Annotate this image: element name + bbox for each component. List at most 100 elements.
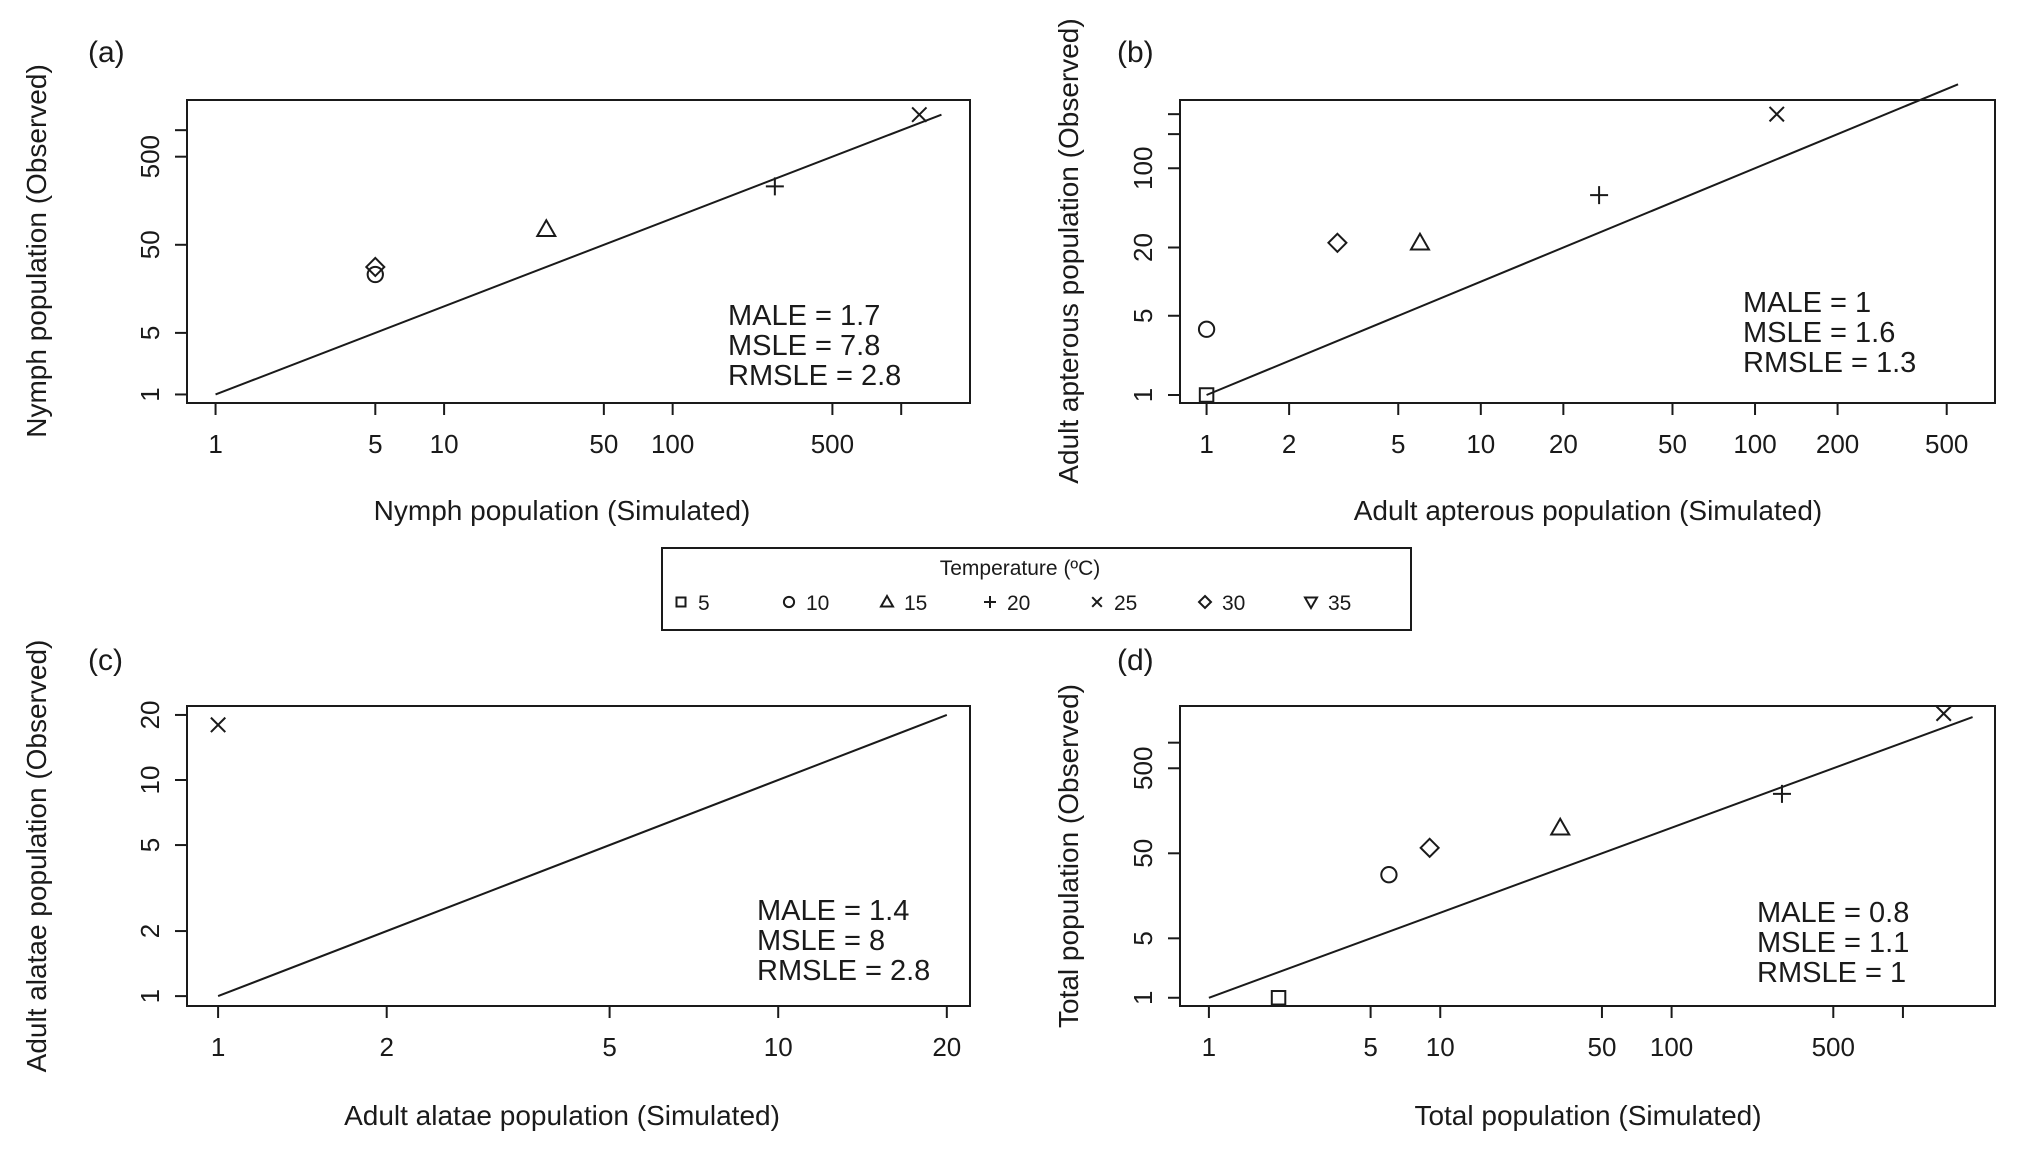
panel-label: (b) [1117,36,1154,69]
x-tick-label: 1 [208,429,222,459]
x-axis-label: Adult alatae population (Simulated) [344,1100,780,1131]
stat-line: MALE = 1 [1743,287,1871,319]
panel-label: (c) [88,644,123,677]
legend-item-30: 30 [1197,592,1245,615]
y-tick-label: 50 [135,230,165,259]
y-tick-label: 5 [135,326,165,340]
y-tick-label: 5 [135,838,165,852]
identity-line [215,113,942,396]
y-axis-label: Nymph population (Observed) [21,64,52,438]
x-axis-label: Total population (Simulated) [1414,1100,1761,1131]
data-point-20c [1590,186,1609,205]
x-tick-label: 50 [589,429,618,459]
identity-line [1206,83,1959,396]
panel-d: (d) 1 5 10 50 100 500 1 5 50 500 Total population (… [1053,644,1996,1131]
legend-item-label: 20 [1007,592,1030,615]
panel-label: (a) [88,36,125,69]
legend-marker-cross [1091,596,1103,608]
x-tick-label: 100 [651,429,694,459]
x-tick-label: 200 [1816,429,1859,459]
x-tick-label: 1 [1202,1032,1216,1062]
stat-line: MALE = 1.4 [757,895,909,927]
x-tick-label: 20 [1549,429,1578,459]
plot-frame [186,99,971,404]
stat-line: MALE = 0.8 [1757,897,1909,929]
stat-line: MSLE = 1.6 [1743,317,1895,349]
legend-item-label: 15 [904,592,927,615]
y-tick-label: 1 [135,387,165,401]
y-tick-label: 100 [1128,147,1158,190]
stat-line: RMSLE = 2.8 [757,955,930,987]
x-tick-label: 2 [1282,429,1296,459]
legend-item-label: 5 [698,592,710,615]
data-point-30c [1419,837,1441,859]
legend-item-label: 30 [1222,592,1245,615]
data-point-25c [1768,106,1785,123]
legend-marker-plus [984,596,996,608]
data-point-30c [1327,232,1348,254]
data-point-25c [210,716,227,733]
data-point-10c [366,265,384,284]
legend-item-5: 5 [675,592,710,615]
plot-frame [1179,705,1996,1007]
identity-line [217,714,948,998]
legend-marker-triangle-down [1303,596,1319,611]
legend-item-10: 10 [782,592,829,615]
data-point-15c [1409,231,1431,251]
data-point-10c [1380,866,1398,884]
y-axis-label: Adult apterous population (Observed) [1053,18,1084,483]
x-tick-label: 50 [1658,429,1687,459]
legend-title: Temperature (ºC) [940,557,1101,580]
stat-line: MALE = 1.7 [728,300,880,332]
x-tick-label: 5 [368,429,382,459]
y-tick-label: 20 [135,700,165,729]
y-tick-label: 500 [135,135,165,178]
legend-box [661,547,1412,631]
x-axis-label: Adult apterous population (Simulated) [1354,495,1823,526]
legend-item-label: 35 [1328,592,1351,615]
plot-frame [1179,99,1996,404]
x-tick-label: 1 [1199,429,1213,459]
x-tick-label: 10 [1426,1032,1455,1062]
x-tick-label: 1 [211,1032,225,1062]
y-tick-label: 5 [1128,931,1158,945]
x-tick-label: 500 [1812,1032,1855,1062]
y-tick-label: 1 [1128,991,1158,1005]
panel-b: (b) 1 2 5 10 20 50 100 200 500 1 5 20 100 Adult aptero… [1053,18,1996,526]
y-tick-label: 5 [1128,309,1158,323]
x-tick-label: 50 [1587,1032,1616,1062]
stat-line: MSLE = 7.8 [728,330,880,362]
y-tick-label: 20 [1128,233,1158,262]
x-tick-label: 10 [764,1032,793,1062]
legend-items: 5 10 15 20 25 30 35 [675,592,1351,615]
x-tick-label: 5 [1363,1032,1377,1062]
y-tick-label: 1 [1128,388,1158,402]
data-point-10c [1197,320,1216,338]
y-tick-label: 500 [1128,747,1158,790]
x-tick-label: 20 [932,1032,961,1062]
data-point-5c [1270,990,1287,1006]
x-tick-label: 500 [1925,429,1968,459]
legend-marker-triangle-up [879,593,895,608]
legend-item-25: 25 [1091,592,1137,615]
legend-item-15: 15 [879,592,927,615]
stat-line: RMSLE = 2.8 [728,360,901,392]
plot-frame [186,705,971,1007]
legend-marker-circle [782,595,796,609]
y-tick-label: 10 [135,766,165,795]
legend-marker-diamond [1197,594,1213,610]
identity-line [1208,716,1973,999]
stat-line: MSLE = 8 [757,925,885,957]
x-tick-label: 2 [379,1032,393,1062]
y-tick-label: 1 [135,989,165,1003]
stat-line: MSLE = 1.1 [1757,927,1909,959]
y-axis-label: Total population (Observed) [1053,684,1084,1028]
data-point-15c [535,218,558,238]
data-point-30c [364,256,386,278]
y-axis-label: Adult alatae population (Observed) [21,640,52,1073]
y-tick-label: 2 [135,924,165,938]
legend-item-20: 20 [984,592,1030,615]
x-tick-label: 10 [430,429,459,459]
